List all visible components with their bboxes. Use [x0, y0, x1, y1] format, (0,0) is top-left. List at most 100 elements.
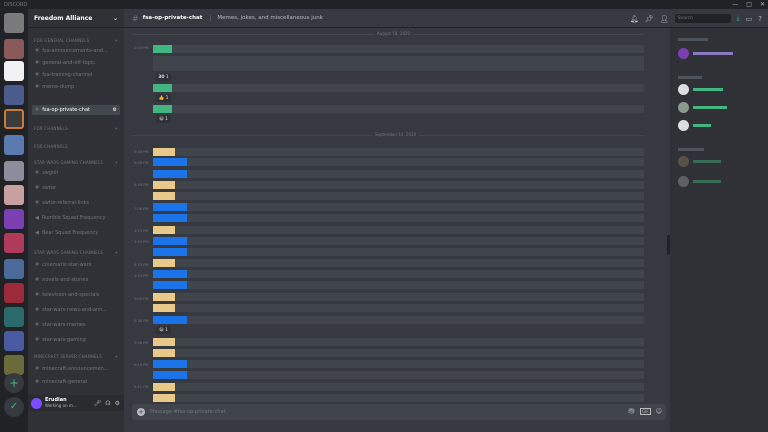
microphone-icon[interactable]: 🎤︎	[93, 399, 102, 407]
server-icon[interactable]	[4, 61, 24, 81]
add-channel-icon[interactable]: +	[114, 354, 118, 359]
message-row[interactable]	[153, 148, 644, 156]
channel-category[interactable]: STAR WARS GAMING CHANNELS +	[34, 250, 118, 255]
channel-item[interactable]: # star-wars-news-and-ann...	[35, 307, 108, 313]
members-icon[interactable]: 👤︎	[659, 14, 669, 23]
server-icon[interactable]	[4, 355, 24, 375]
voice-channel-item[interactable]: ◀ Rumble Squad Frequency	[35, 215, 106, 221]
message-row[interactable]	[153, 84, 644, 92]
message-row[interactable]	[153, 56, 644, 64]
server-icon[interactable]	[4, 109, 24, 129]
message-row[interactable]	[153, 237, 644, 245]
bell-icon[interactable]: 🔔︎	[629, 14, 639, 23]
channel-item[interactable]: # cinematic-star-wars	[35, 262, 92, 268]
gif-icon[interactable]: GIF	[640, 408, 651, 415]
member-item-offline[interactable]	[678, 176, 721, 187]
channel-item-active[interactable]: # fsa-op-private-chat ⚙	[32, 105, 120, 115]
channel-category[interactable]: FOR CHANNELS	[34, 144, 68, 149]
channel-item[interactable]: # swtor-referral-links	[35, 200, 90, 206]
message-row[interactable]	[153, 105, 644, 113]
channel-category[interactable]: STAR WARS GAMING CHANNELS +	[34, 160, 118, 165]
message-row[interactable]	[153, 170, 644, 178]
add-channel-icon[interactable]: +	[114, 38, 118, 43]
message-row[interactable]	[153, 158, 644, 166]
gear-icon[interactable]: ⚙	[114, 399, 120, 407]
message-row[interactable]	[153, 203, 644, 211]
message-row[interactable]	[153, 192, 644, 200]
message-row[interactable]	[153, 383, 644, 391]
message-row[interactable]	[153, 394, 644, 402]
channel-category[interactable]: MINECRAFT SERVER CHANNELS +	[34, 354, 118, 359]
help-icon[interactable]: ?	[758, 14, 762, 23]
add-channel-icon[interactable]: +	[114, 160, 118, 165]
voice-channel-item[interactable]: ◀ Bear Squad Frequency	[35, 230, 99, 236]
add-attachment-icon[interactable]: +	[137, 408, 145, 416]
server-icon[interactable]	[4, 209, 24, 229]
message-row[interactable]	[153, 349, 644, 357]
message-row[interactable]	[153, 371, 644, 379]
message-row[interactable]	[153, 214, 644, 222]
message-row[interactable]	[153, 338, 644, 346]
server-icon[interactable]	[4, 161, 24, 181]
member-item[interactable]	[678, 84, 723, 95]
channel-category[interactable]: FOR GENERAL CHANNELS +	[34, 38, 118, 43]
reaction[interactable]: 😀 1	[156, 115, 171, 123]
message-input[interactable]: + Message #fsa-op-private-chat 🎁︎ GIF ☺	[132, 404, 666, 420]
inbox-icon[interactable]: ▭	[745, 14, 753, 23]
channel-item[interactable]: # star-wars-gaming	[35, 337, 86, 343]
server-icon[interactable]	[4, 331, 24, 351]
channel-item[interactable]: # meme-dump	[35, 84, 75, 90]
server-icon[interactable]	[4, 39, 24, 59]
channel-item[interactable]: # minecraft-general	[35, 379, 88, 385]
server-icon[interactable]	[4, 233, 24, 253]
server-icon[interactable]	[4, 135, 24, 155]
pin-icon[interactable]: 📌︎	[644, 14, 654, 23]
channel-item[interactable]: # minecraft-announcemen...	[35, 366, 109, 372]
channel-item[interactable]: # star-wars-memes	[35, 322, 86, 328]
message-row[interactable]	[153, 226, 644, 234]
channel-item[interactable]: # general-and-off-topic	[35, 60, 95, 66]
add-channel-icon[interactable]: +	[114, 126, 118, 131]
server-header[interactable]: Freedom Alliance ⌄	[28, 9, 124, 28]
add-channel-icon[interactable]: +	[114, 250, 118, 255]
message-row[interactable]	[153, 248, 644, 256]
server-icon[interactable]	[4, 307, 24, 327]
reaction[interactable]: 👍 1	[156, 94, 171, 102]
server-icon[interactable]	[4, 185, 24, 205]
gift-icon[interactable]: 🎁︎	[627, 408, 636, 415]
add-server-icon[interactable]: +	[4, 373, 24, 393]
gear-icon[interactable]: ⚙	[112, 107, 117, 113]
member-item[interactable]	[678, 48, 733, 59]
member-item-offline[interactable]	[678, 156, 721, 167]
channel-item[interactable]: # fsa-training-channel	[35, 72, 93, 78]
channel-item[interactable]: # novels-and-stories	[35, 277, 89, 283]
message-row[interactable]	[153, 316, 644, 324]
member-item[interactable]	[678, 120, 711, 131]
search-input[interactable]: Search	[674, 14, 731, 23]
minimize-button[interactable]: —	[732, 1, 739, 8]
server-icon[interactable]	[4, 85, 24, 105]
channel-item[interactable]: # swgoh	[35, 170, 59, 176]
channel-item[interactable]: # swtor	[35, 185, 56, 191]
reaction[interactable]: 30 1	[156, 73, 171, 81]
message-row[interactable]	[153, 360, 644, 368]
member-item[interactable]	[678, 102, 727, 113]
message-row[interactable]	[153, 181, 644, 189]
message-row[interactable]	[153, 304, 644, 312]
message-row[interactable]	[153, 63, 644, 71]
emoji-icon[interactable]: ☺	[655, 408, 662, 415]
reaction[interactable]: 😀 1	[156, 326, 171, 334]
avatar[interactable]	[31, 397, 42, 409]
message-row[interactable]	[153, 293, 644, 301]
download-icon[interactable]: ⤓	[736, 14, 740, 22]
close-button[interactable]: ✕	[759, 1, 765, 8]
message-row[interactable]	[153, 270, 644, 278]
server-icon[interactable]	[4, 283, 24, 303]
server-icon[interactable]	[4, 259, 24, 279]
message-row[interactable]	[153, 45, 644, 53]
explore-servers-icon[interactable]: ✓	[4, 397, 24, 417]
message-row[interactable]	[153, 259, 644, 267]
scrollbar-thumb[interactable]	[667, 235, 670, 255]
channel-category[interactable]: FOR CHANNELS +	[34, 126, 118, 131]
message-row[interactable]	[153, 281, 644, 289]
